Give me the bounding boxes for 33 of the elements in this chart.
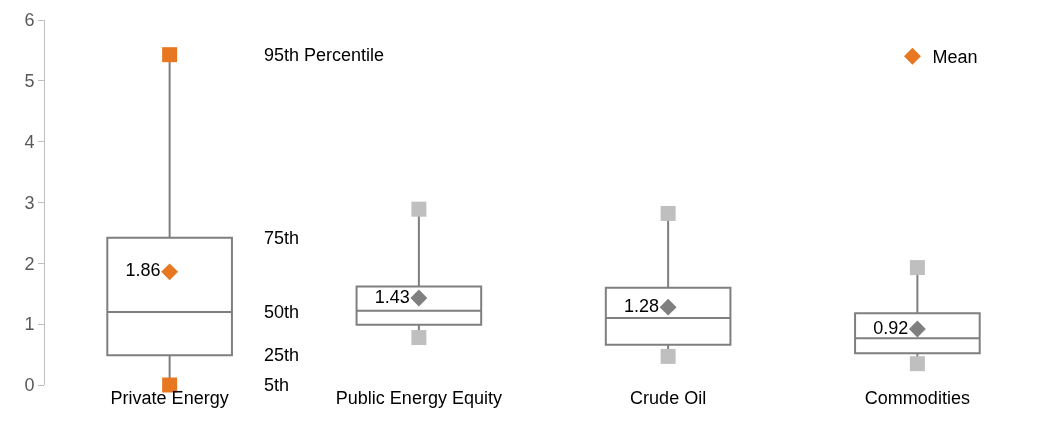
point <box>660 348 676 364</box>
x-tick-label: Public Energy Equity <box>335 388 502 408</box>
point <box>660 205 676 221</box>
y-tick-label: 4 <box>24 131 35 152</box>
data-label: 1.86 <box>125 260 161 281</box>
y-tick-label: 6 <box>24 10 35 31</box>
point <box>162 377 178 393</box>
y-tick-label: 1 <box>24 314 35 335</box>
annotation: 75th <box>264 228 300 248</box>
annotation: 25th <box>264 345 300 365</box>
point <box>909 356 925 372</box>
annotation: 5th <box>264 375 290 395</box>
point <box>908 320 926 338</box>
x-tick-label: Crude Oil <box>630 388 707 408</box>
point <box>411 330 427 346</box>
legend-label: Mean <box>932 47 978 68</box>
point <box>162 47 178 63</box>
data-label: 1.43 <box>374 286 410 307</box>
data-label: 1.28 <box>623 295 660 316</box>
x-tick-label: Private Energy <box>110 388 229 408</box>
point <box>659 298 677 316</box>
y-tick-label: 3 <box>24 192 35 213</box>
y-tick-label: 5 <box>24 71 35 92</box>
annotation: 50th <box>264 302 300 322</box>
point <box>411 201 427 217</box>
point <box>410 289 428 307</box>
annotation: 95th Percentile <box>264 45 385 65</box>
point <box>161 263 179 281</box>
data-label: 0.92 <box>873 317 909 338</box>
y-tick-label: 0 <box>24 375 35 396</box>
y-tick-label: 2 <box>24 253 35 274</box>
point <box>909 260 925 276</box>
x-tick-label: Commodities <box>864 388 970 408</box>
